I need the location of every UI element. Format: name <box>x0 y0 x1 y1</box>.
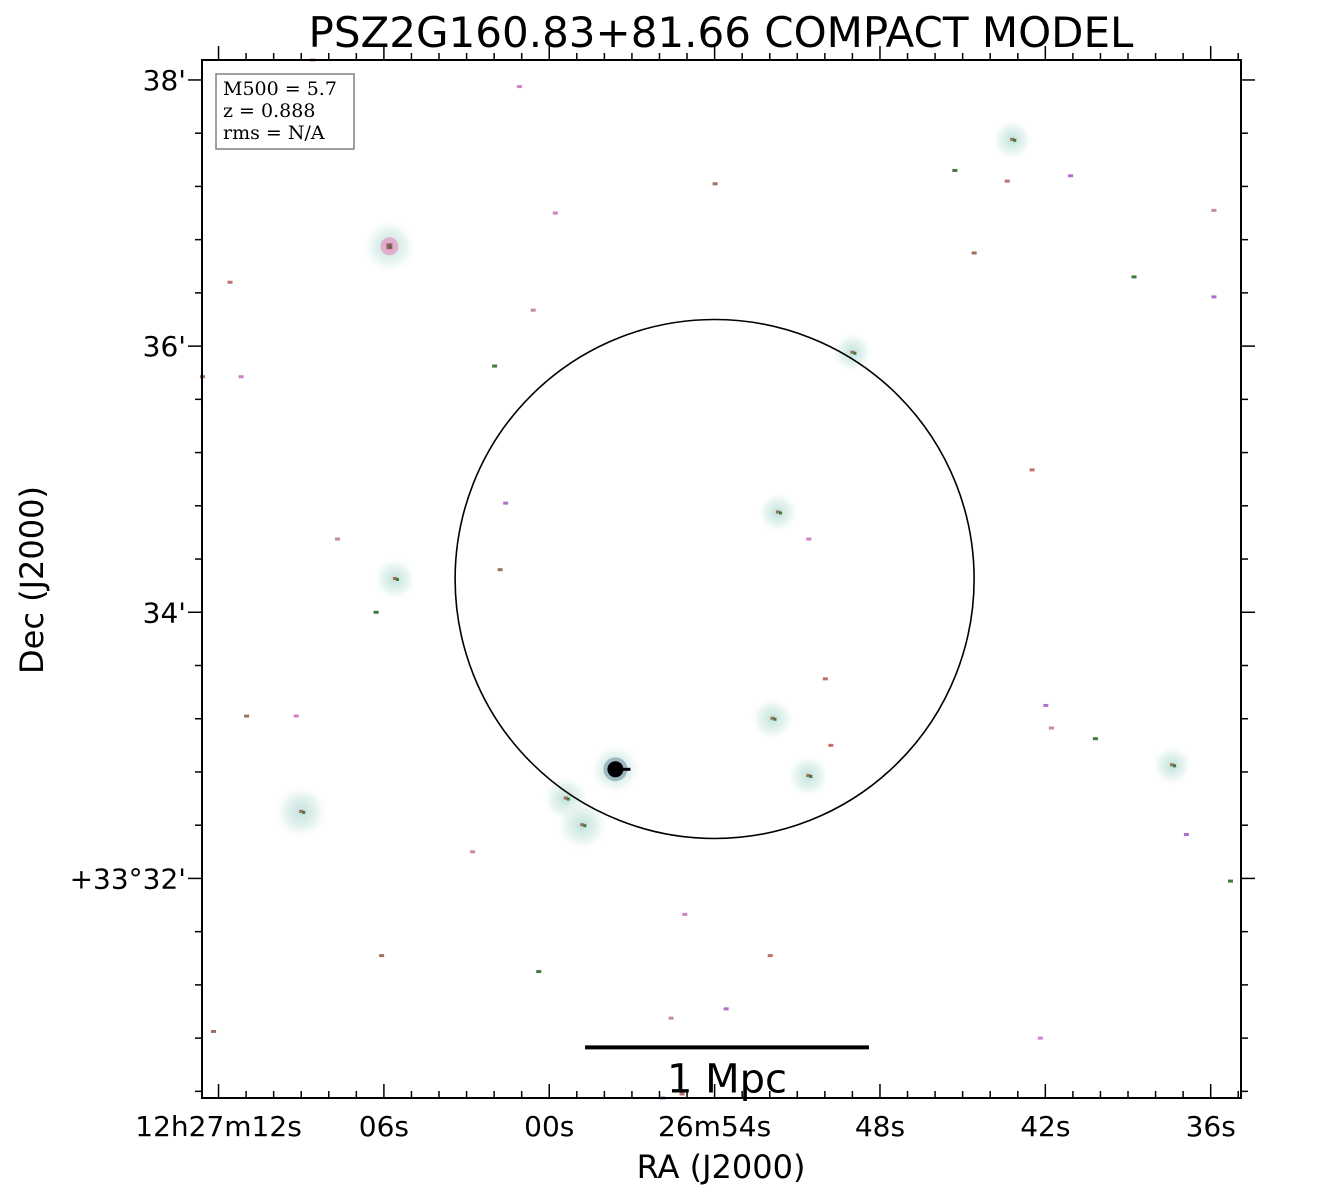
noise-pixel <box>952 168 958 172</box>
source-core-pixel <box>778 511 782 515</box>
noise-pixel <box>1131 275 1137 279</box>
noise-pixel <box>1029 468 1035 472</box>
noise-pixel <box>806 537 812 541</box>
plot-background <box>202 60 1241 1098</box>
noise-pixel <box>723 1007 729 1011</box>
source-core-pixel <box>1173 764 1177 768</box>
noise-pixel <box>1211 295 1217 299</box>
source-core-pixel <box>566 797 570 801</box>
noise-pixel <box>244 714 250 718</box>
x-tick-label: 48s <box>855 1110 905 1143</box>
source-core <box>1010 137 1015 141</box>
noise-pixel <box>682 912 688 916</box>
x-tick-labels: 12h27m12s 06s 00s 26m54s 48s 42s 36s <box>135 1110 1236 1143</box>
source-core <box>775 510 780 514</box>
noise-pixel <box>1227 879 1233 883</box>
noise-pixel <box>492 364 498 368</box>
source-core-pixel <box>853 351 857 355</box>
noise-pixel <box>470 850 476 854</box>
legend-frame <box>215 73 355 150</box>
x-tick-label: 06s <box>359 1110 409 1143</box>
noise-pixel <box>373 610 379 614</box>
source-core <box>563 796 568 800</box>
source-core <box>1170 763 1175 767</box>
noise-pixel <box>679 1092 685 1096</box>
source-core-pixel <box>1013 138 1017 142</box>
noise-pixel <box>516 85 522 89</box>
legend-mass: M500 = 5.7 <box>223 78 337 100</box>
noise-pixel <box>1043 703 1049 707</box>
source-core <box>770 716 775 720</box>
noise-pixel <box>335 537 341 541</box>
noise-pixel <box>822 677 828 681</box>
legend: M500 = 5.7 z = 0.888 rms = N/A <box>215 73 355 150</box>
noise-pixel <box>552 211 558 215</box>
noise-pixel <box>227 280 233 284</box>
cluster-aperture-circle <box>454 318 975 840</box>
y-tick-label: 36' <box>143 330 186 363</box>
noise-pixel <box>1092 737 1098 741</box>
source-core <box>607 761 624 778</box>
legend-redshift: z = 0.888 <box>223 100 315 122</box>
plot-frame <box>201 59 1242 1099</box>
y-axis-label: Dec (J2000) <box>13 486 51 674</box>
noise-pixel <box>238 375 244 379</box>
axes: 12h27m12s 06s 00s 26m54s 48s 42s 36s 38' 36' 34'… <box>70 46 1255 1143</box>
source-core-pixel <box>395 578 399 581</box>
source-core-pixel <box>302 810 306 814</box>
source-core <box>580 823 585 827</box>
source-core-pixel <box>388 245 392 249</box>
noise-pixel <box>530 308 536 312</box>
noise-pixel <box>293 714 299 718</box>
axis-ticks <box>188 46 1255 1098</box>
source-core-pixel <box>773 717 777 721</box>
source-core-pixel <box>583 824 587 828</box>
plot-area: 1 Mpc <box>200 58 1241 1102</box>
x-axis-label: RA (J2000) <box>637 1148 806 1186</box>
y-tick-label: 34' <box>143 596 186 629</box>
noise-pixel <box>971 251 977 255</box>
noise-pixel <box>712 182 718 186</box>
noise-pixel <box>1211 208 1217 212</box>
source-core <box>850 350 855 354</box>
y-tick-labels: 38' 36' 34' +33°32' <box>70 64 186 895</box>
noise-pixel <box>1048 726 1054 730</box>
noise-pixel <box>536 970 542 974</box>
x-tick-label: 26m54s <box>658 1110 771 1143</box>
noise-pixel <box>1004 179 1010 183</box>
legend-rms: rms = N/A <box>223 122 325 144</box>
noise-pixel <box>211 1029 217 1033</box>
noise-pixel <box>668 1016 674 1020</box>
source-core <box>806 773 811 777</box>
x-tick-label: 36s <box>1186 1110 1236 1143</box>
noise-pixel <box>767 954 773 958</box>
noise-pixel <box>497 568 503 572</box>
x-tick-label: 42s <box>1020 1110 1070 1143</box>
source-core <box>392 577 397 580</box>
y-tick-label: 38' <box>143 64 186 97</box>
noise-pixel <box>828 743 834 747</box>
noise-pixel <box>1068 174 1074 178</box>
x-tick-label: 12h27m12s <box>135 1110 302 1143</box>
source-core-tail <box>621 767 631 771</box>
noise-pixel <box>1183 833 1189 837</box>
source-core-pixel <box>809 774 813 778</box>
x-tick-label: 00s <box>524 1110 574 1143</box>
y-tick-label: +33°32' <box>70 862 186 895</box>
noise-pixel <box>503 501 509 505</box>
source-cores <box>299 137 1177 828</box>
source-core <box>299 809 304 813</box>
noise-pixel <box>1037 1036 1043 1040</box>
chart-title: PSZ2G160.83+81.66 COMPACT MODEL <box>309 8 1135 57</box>
noise-pixel <box>379 954 385 958</box>
